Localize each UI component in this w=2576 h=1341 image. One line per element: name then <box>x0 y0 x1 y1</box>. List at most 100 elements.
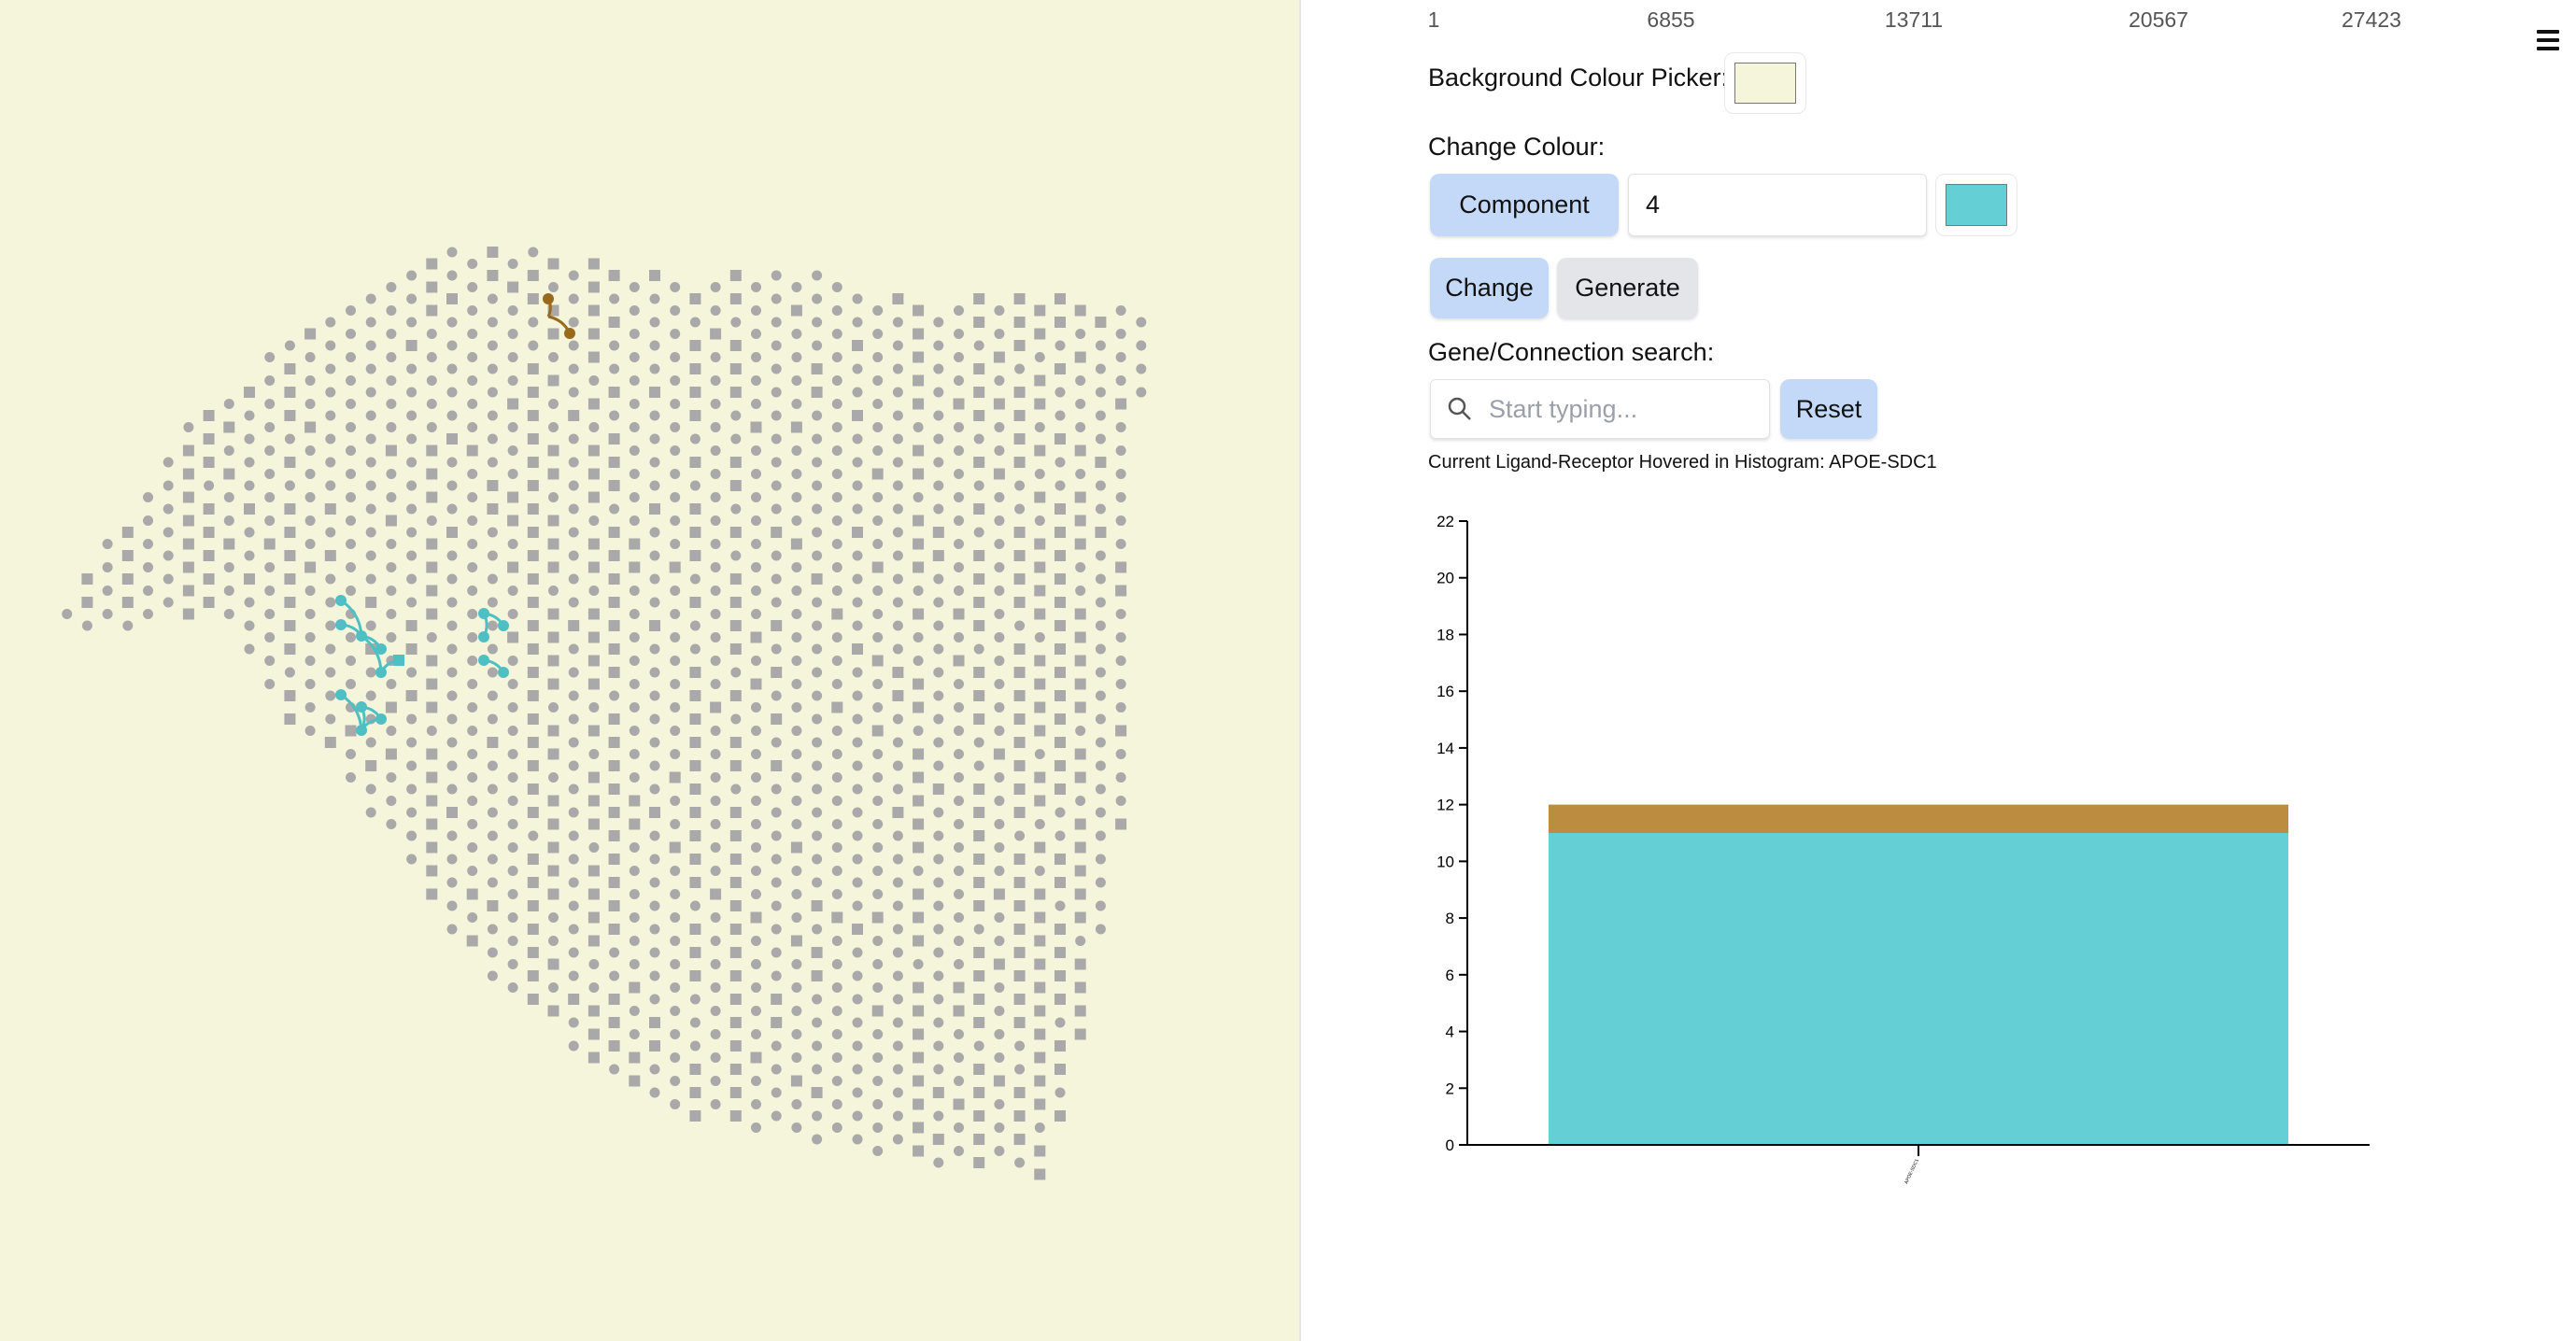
spot-square <box>913 1005 925 1017</box>
spot-circle <box>649 667 660 678</box>
spot-square <box>608 620 620 631</box>
spot-circle <box>791 982 802 993</box>
spot-square <box>608 597 620 608</box>
spot-circle <box>852 293 863 304</box>
spot-circle <box>892 317 903 328</box>
spot-circle <box>892 503 903 515</box>
spot-circle <box>346 679 356 689</box>
spot-circle <box>954 889 964 899</box>
spot-circle <box>507 679 518 689</box>
spot-circle <box>346 399 356 409</box>
spot-circle <box>81 620 92 631</box>
spot-square <box>426 585 438 597</box>
spot-circle <box>670 1006 681 1016</box>
spot-circle <box>649 340 660 351</box>
reset-button[interactable]: Reset <box>1780 379 1877 439</box>
spot-circle <box>1054 807 1066 818</box>
connected-spot <box>375 643 387 655</box>
spot-circle <box>954 539 964 549</box>
spot-square <box>182 468 194 480</box>
spot-square <box>669 771 681 783</box>
spot-square <box>1074 841 1086 854</box>
spot-square <box>1034 585 1046 597</box>
spot-square <box>871 655 884 667</box>
spot-square <box>1013 713 1026 725</box>
spot-square <box>790 935 802 947</box>
spot-circle <box>649 550 660 561</box>
connected-spot <box>375 667 387 678</box>
spot-square <box>426 258 438 270</box>
spot-circle <box>264 586 276 596</box>
spot-square <box>547 958 559 970</box>
spot-circle <box>365 807 376 818</box>
spot-square <box>913 468 925 480</box>
spot-circle <box>609 947 620 958</box>
component-button[interactable]: Component <box>1430 174 1619 236</box>
spot-circle <box>548 586 559 596</box>
component-colour-picker[interactable] <box>1935 174 2017 236</box>
component-input[interactable]: 4 <box>1628 174 1927 236</box>
change-button[interactable]: Change <box>1430 258 1549 318</box>
spot-circle <box>325 387 336 398</box>
spot-circle <box>751 982 761 993</box>
spot-circle <box>954 1146 964 1156</box>
spot-circle <box>710 375 721 386</box>
spot-circle <box>1115 539 1126 549</box>
y-tick-label: 14 <box>1437 740 1454 757</box>
spot-square <box>1054 317 1066 328</box>
spot-circle <box>933 713 944 725</box>
spot-circle <box>771 363 782 374</box>
spot-circle <box>284 480 295 491</box>
generate-button[interactable]: Generate <box>1557 258 1698 318</box>
spot-square <box>527 457 539 468</box>
spot-circle <box>892 1064 903 1075</box>
spot-square <box>1013 877 1026 888</box>
spot-circle <box>102 609 113 619</box>
spot-circle <box>223 492 234 502</box>
search-input[interactable]: Start typing... <box>1430 379 1770 439</box>
spot-circle <box>852 1040 863 1052</box>
spot-square <box>527 854 539 865</box>
spot-circle <box>670 329 681 339</box>
spot-circle <box>831 1122 842 1133</box>
spot-circle <box>325 573 336 585</box>
slider-tick: 6855 <box>1647 7 1695 32</box>
spatial-plot-panel[interactable] <box>0 0 1301 1341</box>
spot-circle <box>467 912 478 923</box>
spot-square <box>1013 1087 1026 1098</box>
spot-circle <box>304 609 316 619</box>
spatial-spot-plot[interactable] <box>0 0 1299 1341</box>
spot-circle <box>670 539 681 549</box>
spot-circle <box>649 363 660 374</box>
spot-square <box>568 410 580 421</box>
spot-circle <box>812 480 823 491</box>
spot-square <box>710 328 722 340</box>
spot-circle <box>812 807 823 818</box>
spot-square <box>729 970 742 981</box>
slider-tick: 20567 <box>2129 7 2188 32</box>
spot-square <box>1054 1110 1066 1122</box>
spot-circle <box>831 1052 842 1063</box>
spot-circle <box>446 830 458 841</box>
spot-circle <box>730 550 742 561</box>
spot-square <box>649 1017 660 1028</box>
spot-square <box>993 888 1005 900</box>
spot-circle <box>670 982 681 993</box>
spot-square <box>913 748 925 760</box>
spot-circle <box>994 375 1005 386</box>
spot-circle <box>831 749 842 759</box>
spot-square <box>608 760 620 771</box>
spot-circle <box>325 690 336 701</box>
spot-circle <box>406 387 418 398</box>
spot-circle <box>852 947 863 958</box>
spot-circle <box>994 305 1005 316</box>
hamburger-icon[interactable] <box>2537 30 2559 55</box>
spot-circle <box>670 399 681 409</box>
spot-circle <box>649 900 660 911</box>
spot-circle <box>954 422 964 432</box>
spot-circle <box>994 539 1005 549</box>
bar-segment <box>1548 833 2289 1145</box>
background-colour-picker[interactable] <box>1724 52 1806 114</box>
spot-square <box>1013 994 1026 1005</box>
spot-circle <box>446 457 458 468</box>
